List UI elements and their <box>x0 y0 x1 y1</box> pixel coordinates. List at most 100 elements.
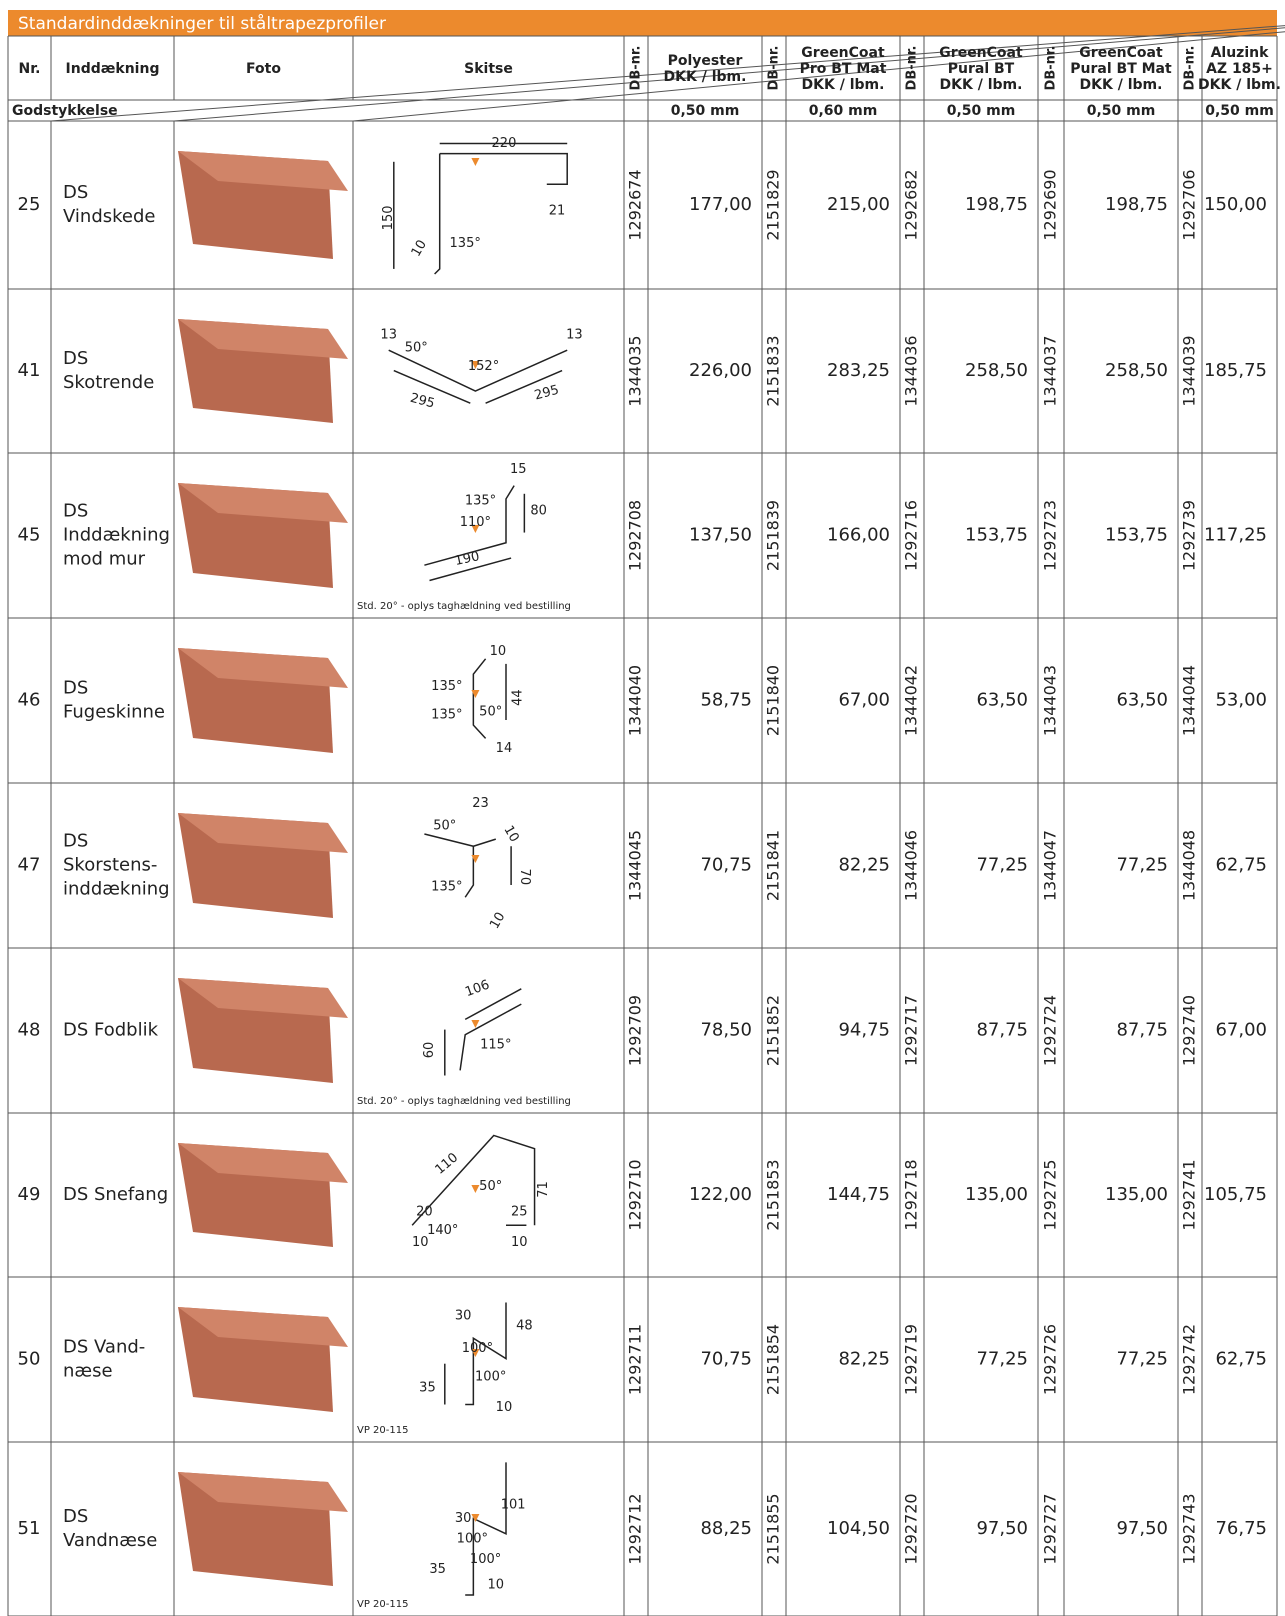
thickness: 0,60 mm <box>809 103 878 119</box>
price: 97,50 <box>1116 1518 1168 1539</box>
sketch-label: 50° <box>405 341 428 356</box>
sketch-label: 190 <box>454 549 481 569</box>
db-number: 1292743 <box>1180 1493 1199 1564</box>
sketch-label: 106 <box>463 978 491 1001</box>
product-photo <box>178 483 348 588</box>
sketch-label: 35 <box>419 1381 436 1396</box>
product-name: næse <box>63 1361 113 1382</box>
price: 198,75 <box>1105 194 1168 215</box>
db-number: 1292712 <box>626 1493 645 1564</box>
sketch-label: 10 <box>487 910 508 932</box>
sketch-label: 100° <box>470 1552 501 1567</box>
sketch-line <box>465 1302 507 1406</box>
sketch-label: 80 <box>530 504 547 519</box>
db-number: 1344044 <box>1180 665 1199 736</box>
price: 76,75 <box>1215 1518 1267 1539</box>
price-header: AZ 185+ <box>1206 61 1273 77</box>
row-number: 41 <box>18 360 41 381</box>
db-number: 1344043 <box>1041 665 1060 736</box>
thickness: 0,50 mm <box>1205 103 1274 119</box>
db-header: DB-nr. <box>1183 46 1198 91</box>
price: 137,50 <box>689 525 752 546</box>
price: 70,75 <box>700 1349 752 1370</box>
db-number: 2151833 <box>764 335 783 406</box>
sketch-label: 295 <box>408 391 436 412</box>
sketch-label: 152° <box>468 359 499 374</box>
product-name: DS Fodblik <box>63 1020 159 1041</box>
sketch-label: 295 <box>533 383 561 404</box>
title-bar <box>8 10 1277 36</box>
sketch-label: 110° <box>460 515 491 530</box>
sketch-label: 100° <box>457 1531 488 1546</box>
sketch-label: 71 <box>536 1181 551 1198</box>
grid-line <box>173 27 1285 122</box>
sketch-label: 35 <box>429 1562 446 1577</box>
photo-top <box>178 813 348 853</box>
price: 87,75 <box>1116 1020 1168 1041</box>
db-number: 1292726 <box>1041 1324 1060 1395</box>
db-number: 1292723 <box>1041 500 1060 571</box>
db-header: DB-nr. <box>629 46 644 91</box>
row-number: 51 <box>18 1518 41 1539</box>
thickness: 0,50 mm <box>671 103 740 119</box>
db-number: 1292742 <box>1180 1324 1199 1395</box>
sketch-label: 13 <box>380 327 397 342</box>
db-number: 1292690 <box>1041 169 1060 240</box>
sketch-label: 10 <box>409 238 430 260</box>
price-header: Polyester <box>668 53 743 69</box>
price: 78,50 <box>700 1020 752 1041</box>
db-number: 1292708 <box>626 500 645 571</box>
sketch-label: 101 <box>501 1498 526 1513</box>
row-number: 48 <box>18 1020 41 1041</box>
sketch-line <box>429 557 512 582</box>
sketch-label: 48 <box>516 1318 533 1333</box>
price: 153,75 <box>1105 525 1168 546</box>
price: 105,75 <box>1204 1184 1267 1205</box>
sketch-label: 44 <box>511 689 526 706</box>
price-header: DKK / lbm. <box>940 77 1023 93</box>
product-photo <box>178 1143 348 1247</box>
price: 67,00 <box>1215 1020 1267 1041</box>
product-name: Vandnæse <box>63 1530 157 1551</box>
price-header: Pro BT Mat <box>800 61 887 77</box>
price-header: GreenCoat <box>939 45 1023 61</box>
sketch-label: 23 <box>472 796 489 811</box>
sketch-label: 10 <box>511 1235 528 1250</box>
sketch-label: 30 <box>455 1511 472 1526</box>
db-header: DB-nr. <box>1044 46 1059 91</box>
price: 150,00 <box>1204 194 1267 215</box>
product-name: DS <box>63 678 88 699</box>
sketch-arrow <box>471 1020 480 1028</box>
price-header: Aluzink <box>1211 45 1270 61</box>
db-number: 2151829 <box>764 169 783 240</box>
price: 67,00 <box>838 690 890 711</box>
sketch-label: 30 <box>455 1308 472 1323</box>
price: 177,00 <box>689 194 752 215</box>
db-number: 1292741 <box>1180 1159 1199 1230</box>
sketch-label: 21 <box>549 203 566 218</box>
sketch-note: VP 20-115 <box>357 1599 408 1610</box>
column-header: Nr. <box>19 61 41 77</box>
price-header: DKK / lbm. <box>664 69 747 85</box>
db-number: 1344048 <box>1180 830 1199 901</box>
sketch-arrow <box>471 525 480 533</box>
db-number: 1344035 <box>626 335 645 406</box>
db-number: 1344042 <box>902 665 921 736</box>
db-number: 1292710 <box>626 1159 645 1230</box>
db-number: 2151855 <box>764 1493 783 1564</box>
price: 215,00 <box>827 194 890 215</box>
price-header: DKK / lbm. <box>802 77 885 93</box>
db-number: 1292711 <box>626 1324 645 1395</box>
row-number: 45 <box>18 525 41 546</box>
sketch-arrow <box>471 855 480 863</box>
price: 53,00 <box>1215 690 1267 711</box>
db-number: 1292716 <box>902 500 921 571</box>
db-number: 1344040 <box>626 665 645 736</box>
price: 94,75 <box>838 1020 890 1041</box>
price: 87,75 <box>976 1020 1028 1041</box>
product-name: Fugeskinne <box>63 702 165 723</box>
db-number: 1292718 <box>902 1159 921 1230</box>
sketch-label: 50° <box>433 818 456 833</box>
db-number: 1292709 <box>626 995 645 1066</box>
